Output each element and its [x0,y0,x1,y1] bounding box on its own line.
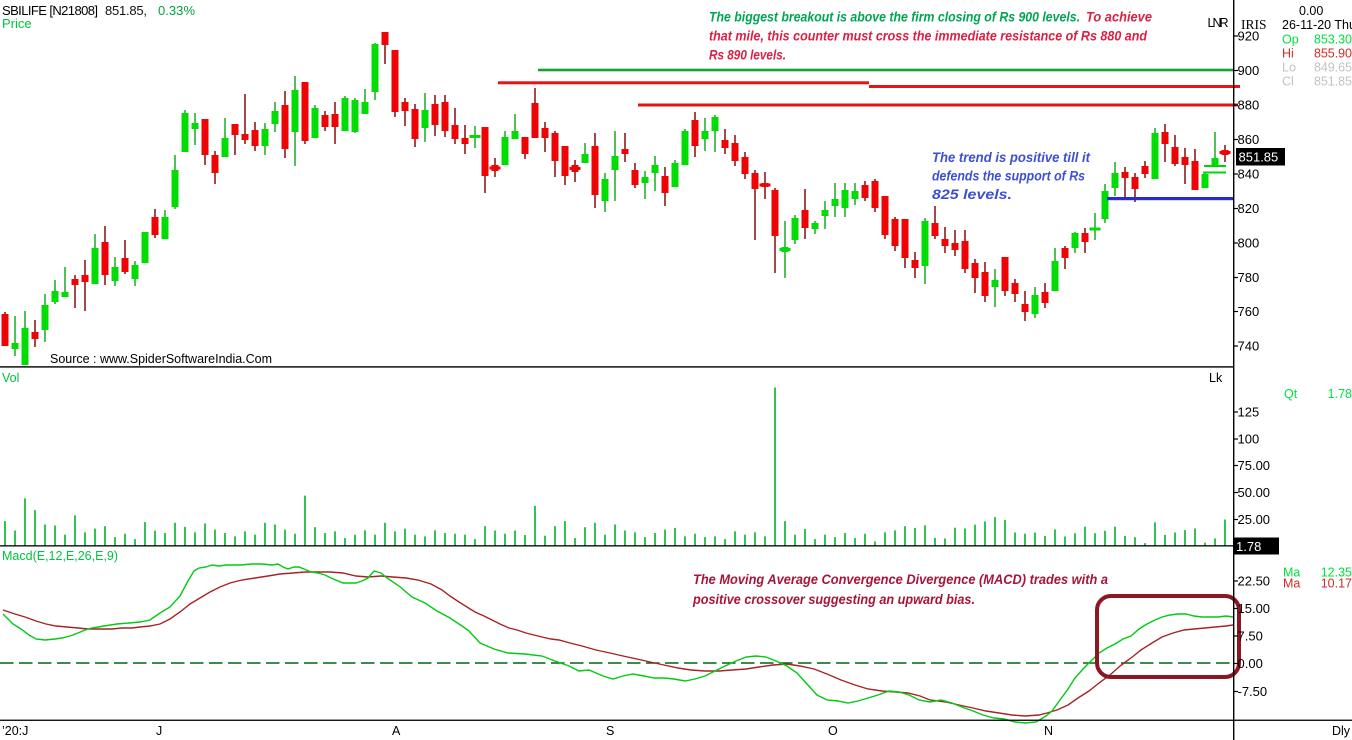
svg-text:Macd(E,12,E,26,E,9): Macd(E,12,E,26,E,9) [2,549,118,563]
svg-text:SBILIFE [N21808]: SBILIFE [N21808] [2,3,98,18]
svg-text:Rs 890 levels.: Rs 890 levels. [709,47,786,63]
svg-text:defends the support of Rs: defends the support of Rs [932,169,1085,184]
svg-text:760: 760 [1238,304,1260,319]
svg-text:1.78: 1.78 [1236,539,1261,554]
svg-text:860: 860 [1238,132,1260,147]
svg-text:S: S [606,724,614,738]
svg-text:900: 900 [1238,63,1260,78]
svg-text:25.00: 25.00 [1238,512,1271,527]
svg-text:Qt: Qt [1284,387,1298,401]
svg-text:853.30: 853.30 [1314,33,1352,47]
svg-text:Lo: Lo [1282,61,1296,75]
svg-text:N: N [1044,724,1053,738]
svg-text:O: O [828,724,838,738]
svg-text:820: 820 [1238,201,1260,216]
svg-text:800: 800 [1238,236,1260,251]
svg-text:1.78: 1.78 [1328,387,1352,401]
svg-text:Op: Op [1282,33,1299,47]
svg-text:26-11-20 Thu: 26-11-20 Thu [1282,18,1352,32]
svg-text:Dly: Dly [1332,724,1351,738]
svg-text:The biggest breakout is above: The biggest breakout is above the firm c… [709,9,1080,25]
svg-text:Ma: Ma [1283,566,1300,580]
svg-text:880: 880 [1238,98,1260,113]
svg-text:12.35: 12.35 [1321,566,1352,580]
svg-text:0.33%: 0.33% [158,3,195,18]
svg-text:15.00: 15.00 [1238,601,1271,616]
svg-text:22.50: 22.50 [1238,574,1271,589]
svg-text:100: 100 [1238,432,1260,447]
svg-text:10.17: 10.17 [1321,577,1352,591]
svg-text:125: 125 [1238,405,1260,420]
svg-text:825 levels.: 825 levels. [932,187,1012,202]
svg-text:851.85: 851.85 [1314,75,1352,89]
svg-text:849.65: 849.65 [1314,61,1352,75]
svg-text:that mile, this counter must c: that mile, this counter must cross the i… [709,28,1147,44]
svg-text:851.85: 851.85 [1239,150,1279,165]
svg-text:The trend is positive till it: The trend is positive till it [932,150,1090,165]
svg-text:IRIS: IRIS [1241,17,1267,32]
svg-text:Lk: Lk [1209,371,1223,385]
svg-text:The Moving Average Convergence: The Moving Average Convergence Divergenc… [693,572,1108,587]
svg-text:Price: Price [2,16,32,31]
svg-text:0.00: 0.00 [1299,4,1323,18]
svg-text:Vol: Vol [2,371,19,385]
svg-text:0.00: 0.00 [1238,656,1263,671]
svg-text:740: 740 [1238,339,1260,354]
svg-text:To achieve: To achieve [1086,9,1152,25]
svg-text:J: J [156,724,162,738]
svg-text:50.00: 50.00 [1238,485,1271,500]
svg-text:Ma: Ma [1283,577,1300,591]
svg-text:Hi: Hi [1282,47,1294,61]
svg-text:Cl: Cl [1282,75,1294,89]
svg-text:780: 780 [1238,270,1260,285]
svg-text:7.50: 7.50 [1238,629,1263,644]
svg-text:Source : www.SpiderSoftwareInd: Source : www.SpiderSoftwareIndia.Com [50,352,272,366]
svg-text:A: A [392,724,401,738]
svg-text:’20:J: ’20:J [2,724,28,738]
svg-text:positive crossover suggesting: positive crossover suggesting an upward … [692,592,975,607]
svg-text:-7.50: -7.50 [1238,684,1268,699]
svg-text:840: 840 [1238,167,1260,182]
svg-text:LNR: LNR [1208,16,1229,30]
svg-text:851.85,: 851.85, [105,3,147,18]
svg-text:920: 920 [1238,29,1260,44]
svg-text:855.90: 855.90 [1314,47,1352,61]
svg-text:75.00: 75.00 [1238,458,1271,473]
